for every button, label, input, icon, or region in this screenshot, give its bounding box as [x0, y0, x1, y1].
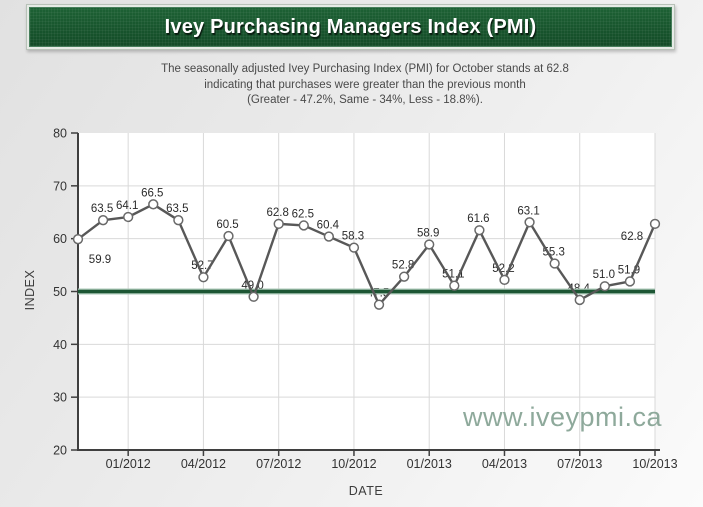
x-tick-label: 04/2012: [181, 457, 226, 471]
subtitle-line-3: (Greater - 47.2%, Same - 34%, Less - 18.…: [247, 94, 483, 106]
data-point-marker: [248, 291, 259, 302]
data-point-marker: [373, 299, 385, 310]
watermark-text: www.iveypmi.ca: [462, 402, 662, 432]
data-point-marker: [499, 274, 510, 286]
data-label: 60.5: [216, 219, 238, 231]
y-tick-label: 70: [53, 179, 67, 193]
data-point-marker: [599, 281, 610, 292]
data-label: 62.8: [621, 231, 643, 243]
data-label: 63.1: [517, 205, 539, 217]
data-point-marker: [273, 218, 284, 230]
subtitle-line-1: The seasonally adjusted Ivey Purchasing …: [161, 63, 569, 75]
x-tick-label: 10/2012: [331, 457, 376, 471]
x-tick-label: 10/2013: [632, 457, 677, 471]
data-point-marker: [198, 272, 209, 283]
data-point-marker: [549, 258, 560, 269]
data-label: 62.5: [292, 208, 314, 220]
data-label: 51.0: [593, 269, 615, 281]
data-point-marker: [173, 215, 184, 226]
data-point-marker: [323, 231, 335, 242]
data-label: 64.1: [116, 200, 138, 212]
data-point-marker: [424, 239, 435, 250]
data-point-marker: [97, 215, 109, 226]
data-label: 66.5: [141, 187, 163, 199]
title-banner-inner: Ivey Purchasing Managers Index (PMI): [29, 7, 672, 47]
y-tick-label: 20: [53, 444, 67, 458]
x-axis-title: DATE: [348, 484, 384, 498]
y-axis-title: INDEX: [23, 269, 37, 311]
chart-subtitle: The seasonally adjusted Ivey Purchasing …: [40, 62, 690, 109]
data-point-marker: [348, 242, 360, 253]
x-tick-label: 07/2013: [557, 457, 602, 471]
y-tick-label: 80: [53, 127, 67, 141]
page-title: Ivey Purchasing Managers Index (PMI): [164, 15, 537, 38]
y-tick-label: 50: [53, 285, 67, 299]
subtitle-line-2: indicating that purchases were greater t…: [204, 78, 526, 91]
data-point-marker: [624, 276, 636, 287]
data-label: 58.3: [342, 231, 364, 243]
data-point-marker: [123, 211, 134, 223]
x-tick-label: 04/2013: [482, 457, 527, 471]
data-point-marker: [72, 234, 84, 245]
data-point-marker: [649, 218, 661, 230]
data-point-marker: [223, 230, 234, 242]
data-point-marker: [148, 199, 159, 210]
y-tick-label: 30: [53, 391, 67, 405]
data-point-marker: [474, 225, 485, 236]
data-label: 63.5: [166, 203, 188, 215]
x-tick-label: 01/2012: [106, 457, 151, 471]
data-label: 60.4: [317, 220, 340, 232]
x-tick-label: 07/2012: [256, 457, 301, 471]
x-tick-label: 01/2013: [407, 457, 452, 471]
y-tick-label: 40: [53, 338, 67, 352]
data-label: 52.8: [392, 260, 414, 272]
data-label: 58.9: [417, 227, 439, 239]
data-label: 63.5: [91, 203, 113, 215]
data-point-marker: [524, 217, 535, 228]
data-point-marker: [298, 220, 309, 231]
data-point-marker: [398, 271, 410, 282]
data-point-marker: [574, 294, 585, 306]
data-label: 59.9: [89, 254, 111, 266]
title-banner: Ivey Purchasing Managers Index (PMI): [26, 4, 675, 50]
data-label: 55.3: [542, 246, 564, 258]
data-label: 62.8: [267, 207, 289, 219]
data-point-marker: [449, 280, 460, 291]
data-label: 61.6: [467, 213, 489, 225]
y-tick-label: 60: [53, 232, 67, 246]
